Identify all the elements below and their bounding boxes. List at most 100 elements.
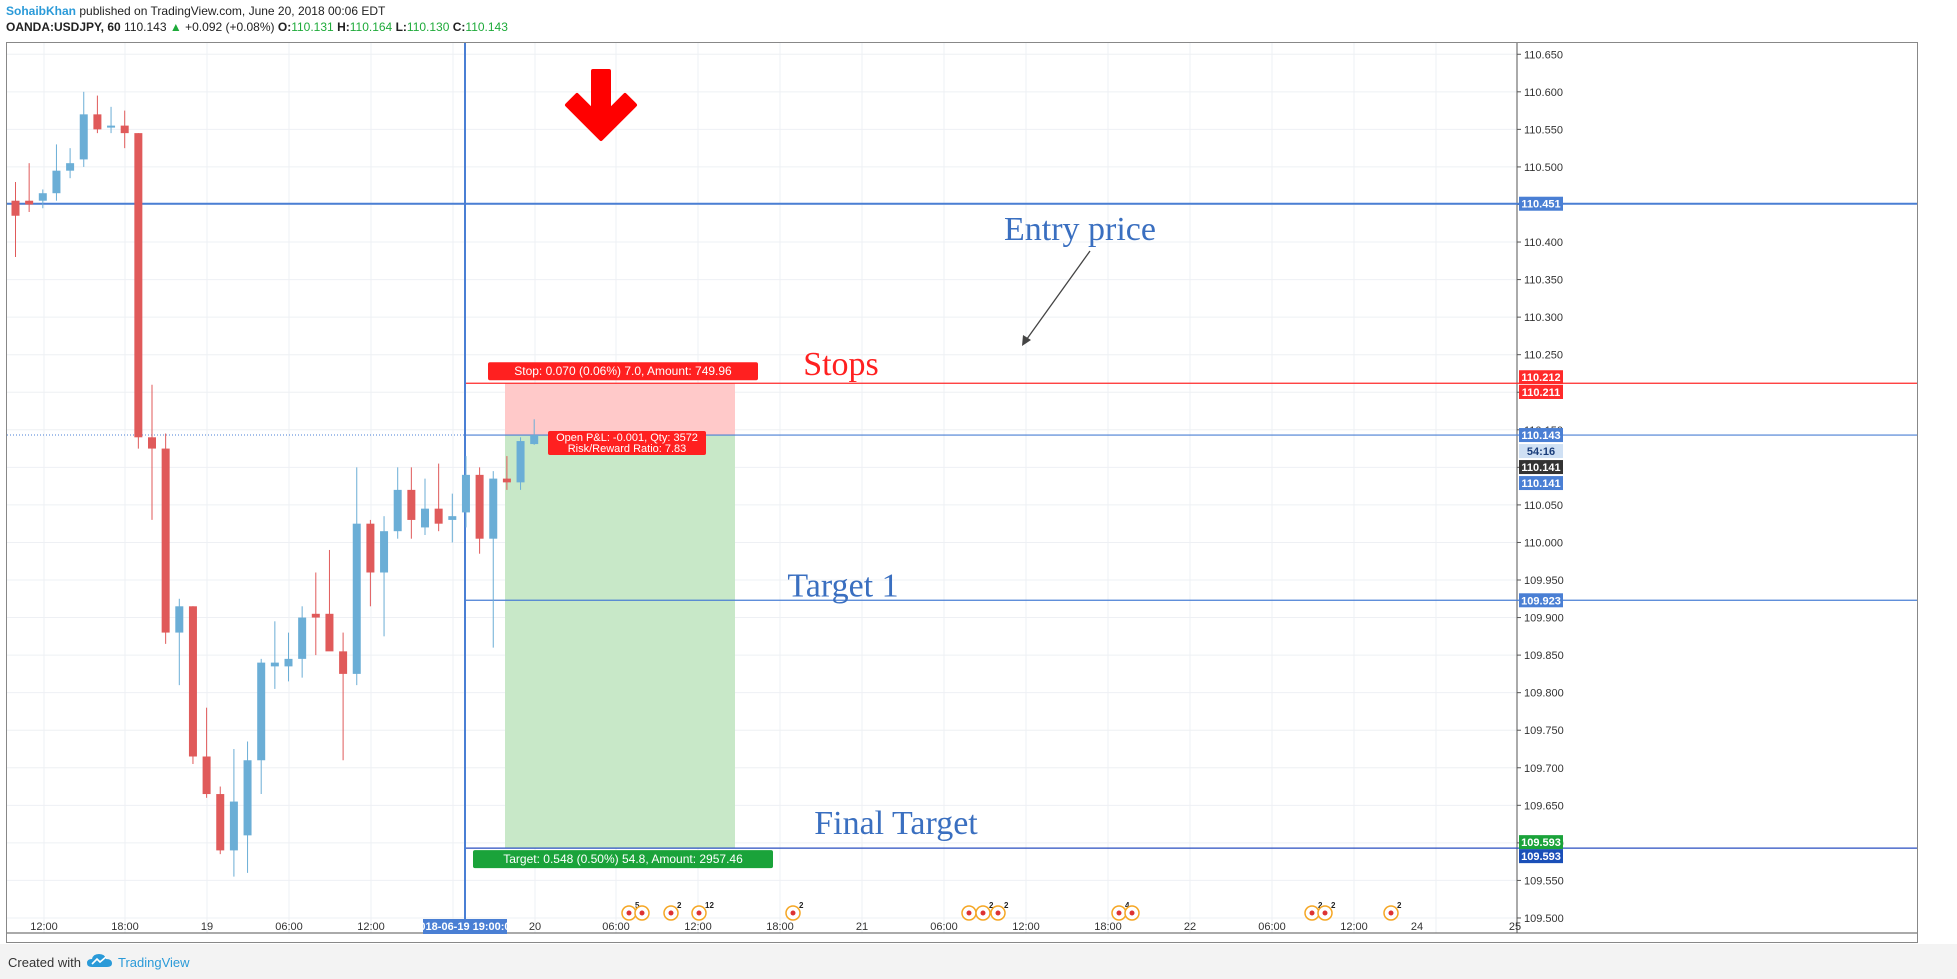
tag-target1: 109.923 <box>1521 595 1561 607</box>
symbol-name[interactable]: OANDA:USDJPY, 60 <box>6 20 121 34</box>
price-tick-label: 109.900 <box>1524 613 1564 625</box>
event-dot-icon <box>966 910 972 916</box>
price-tick-label: 109.850 <box>1524 650 1564 662</box>
time-tick-label: 06:00 <box>602 921 630 933</box>
candle-body <box>461 474 470 513</box>
stops-annotation: Stops <box>803 346 879 383</box>
position-info-bg <box>548 431 706 456</box>
candle-body <box>421 508 429 528</box>
risk-reward-label: Risk/Reward Ratio: 7.83 <box>568 443 687 455</box>
tag-last-bg <box>1519 476 1563 491</box>
event-count: 2 <box>989 901 994 910</box>
price-tick-label: 110.000 <box>1524 537 1563 549</box>
candle-body <box>366 523 375 573</box>
candle-body <box>79 114 88 160</box>
tag-entry: 110.143 <box>1521 430 1560 442</box>
event-dot-icon <box>1322 910 1328 916</box>
candle-body <box>188 606 197 757</box>
final-target-annotation: Final Target <box>814 805 978 842</box>
low-label: L: <box>395 20 407 34</box>
candle-body <box>339 651 348 674</box>
tradingview-link[interactable]: TradingView <box>118 955 190 970</box>
candle-body <box>175 606 184 633</box>
entry-price-annotation: Entry price <box>1004 211 1156 248</box>
event-dot-icon <box>995 910 1001 916</box>
price-tick-label: 109.750 <box>1524 725 1564 737</box>
tag-crosshair-bg <box>1519 460 1563 475</box>
candle-body <box>216 794 225 851</box>
candle-body <box>434 508 443 524</box>
candle-body <box>93 114 102 130</box>
symbol-line: OANDA:USDJPY, 60 110.143 ▲ +0.092 (+0.08… <box>6 19 1906 35</box>
time-tick-label: 20 <box>529 921 541 933</box>
price-tick-label: 109.500 <box>1524 913 1564 925</box>
chart-header: SohaibKhan published on TradingView.com,… <box>6 3 1906 35</box>
candle-body <box>229 801 238 851</box>
down-arrow-icon <box>565 69 637 141</box>
event-count: 2 <box>1331 901 1336 910</box>
price-tick-label: 110.400 <box>1524 237 1563 249</box>
target1-annotation: Target 1 <box>787 567 898 604</box>
price-tick-label: 109.700 <box>1524 763 1564 775</box>
price-change: +0.092 (+0.08%) <box>185 20 275 34</box>
chart-area[interactable]: 110.650110.600110.550110.500110.450110.4… <box>6 42 1918 943</box>
tag-final-target-2-bg <box>1519 849 1563 864</box>
candle-body <box>407 489 416 520</box>
price-tick-label: 110.350 <box>1524 275 1563 287</box>
stop-label: Stop: 0.070 (0.06%) 7.0, Amount: 749.96 <box>514 364 732 378</box>
candle-body <box>120 125 129 134</box>
time-tick-label: 22 <box>1184 921 1196 933</box>
tag-upper: 110.451 <box>1521 199 1560 211</box>
candle-body <box>243 760 252 836</box>
close-value: 110.143 <box>465 20 508 34</box>
crosshair-time-label: 2018-06-19 19:00:00 <box>413 921 516 933</box>
high-value: 110.164 <box>349 20 393 34</box>
price-tick-label: 109.650 <box>1524 800 1564 812</box>
event-dot-icon <box>696 910 702 916</box>
candle-body <box>475 474 484 539</box>
event-count: 2 <box>677 901 682 910</box>
time-tick-label: 18:00 <box>766 921 794 933</box>
event-dot-icon <box>1129 910 1135 916</box>
event-dot-icon <box>626 910 632 916</box>
candle-body <box>516 441 525 483</box>
candle-body <box>352 523 361 674</box>
event-dot-icon <box>1116 910 1122 916</box>
tag-stop: 110.212 <box>1521 372 1560 384</box>
event-dot-icon <box>980 910 986 916</box>
time-tick-label: 12:00 <box>684 921 712 933</box>
price-tick-label: 110.550 <box>1524 124 1563 136</box>
event-dot-icon <box>1309 910 1315 916</box>
time-tick-label: 12:00 <box>357 921 385 933</box>
publish-line: SohaibKhan published on TradingView.com,… <box>6 3 1906 19</box>
author-link[interactable]: SohaibKhan <box>6 4 77 18</box>
time-tick-label: 24 <box>1411 921 1423 933</box>
target-zone <box>505 435 735 849</box>
candle-body <box>270 662 279 667</box>
tag-stop-2-bg <box>1519 384 1563 399</box>
candle-body <box>11 200 20 216</box>
crosshair-time-bg <box>423 919 507 934</box>
tag-countdown-bg <box>1519 444 1563 459</box>
candle-body <box>393 489 402 532</box>
time-tick-label: 12:00 <box>30 921 58 933</box>
open-value: 110.131 <box>291 20 334 34</box>
tag-target1-bg <box>1519 593 1563 608</box>
target-label: Target: 0.548 (0.50%) 54.8, Amount: 2957… <box>503 852 743 866</box>
price-tick-label: 110.050 <box>1524 500 1563 512</box>
created-with-text: Created with <box>8 955 81 970</box>
event-dot-icon <box>639 910 645 916</box>
open-pnl-label: Open P&L: -0.001, Qty: 3572 <box>556 432 698 444</box>
candlestick-chart[interactable]: 110.650110.600110.550110.500110.450110.4… <box>7 43 1918 943</box>
event-count: 4 <box>1125 901 1130 910</box>
time-tick-label: 12:00 <box>1012 921 1040 933</box>
time-tick-label: 18:00 <box>1094 921 1122 933</box>
candle-body <box>325 613 334 652</box>
candle-body <box>161 448 170 633</box>
price-tick-label: 109.950 <box>1524 575 1564 587</box>
candle-body <box>502 478 511 483</box>
time-tick-label: 12:00 <box>1340 921 1368 933</box>
candle-body <box>25 200 34 205</box>
entry-arrow-line <box>1023 250 1091 344</box>
price-tick-label: 110.650 <box>1524 49 1563 61</box>
